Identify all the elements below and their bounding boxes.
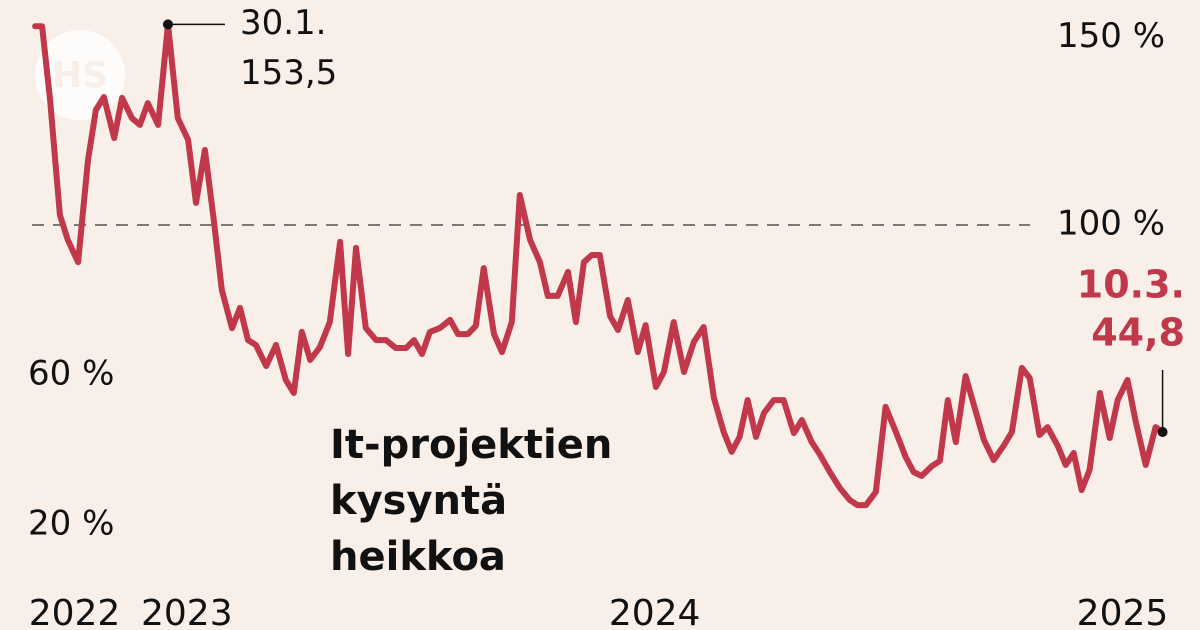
- annotation-date: 10.3.: [1077, 263, 1185, 307]
- chart-title: heikkoa: [330, 534, 506, 580]
- annotation-dot: [1157, 427, 1168, 437]
- annotation: 10.3.44,8: [1077, 263, 1185, 437]
- y-tick-label: 150 %: [1057, 16, 1165, 56]
- annotation-date: 30.1.: [240, 3, 327, 43]
- chart-title: It-projektien: [330, 422, 612, 468]
- annotation-value: 44,8: [1091, 311, 1185, 355]
- y-tick-label: 60 %: [28, 354, 114, 394]
- x-tick-label: 2023: [141, 593, 233, 630]
- logo-text: HS: [52, 55, 108, 96]
- annotation-value: 153,5: [240, 53, 337, 93]
- annotation: 30.1. 153,5: [162, 3, 337, 93]
- y-tick-label: 20 %: [28, 504, 114, 544]
- x-tick-label: 2022: [29, 593, 121, 630]
- x-tick-label: 2024: [609, 593, 701, 630]
- x-tick-label: 2025: [1077, 593, 1169, 630]
- annotation-dot: [162, 19, 173, 30]
- data-line: [32, 21, 1166, 509]
- y-tick-label: 100 %: [1057, 204, 1165, 244]
- chart-title: kysyntä: [330, 478, 507, 524]
